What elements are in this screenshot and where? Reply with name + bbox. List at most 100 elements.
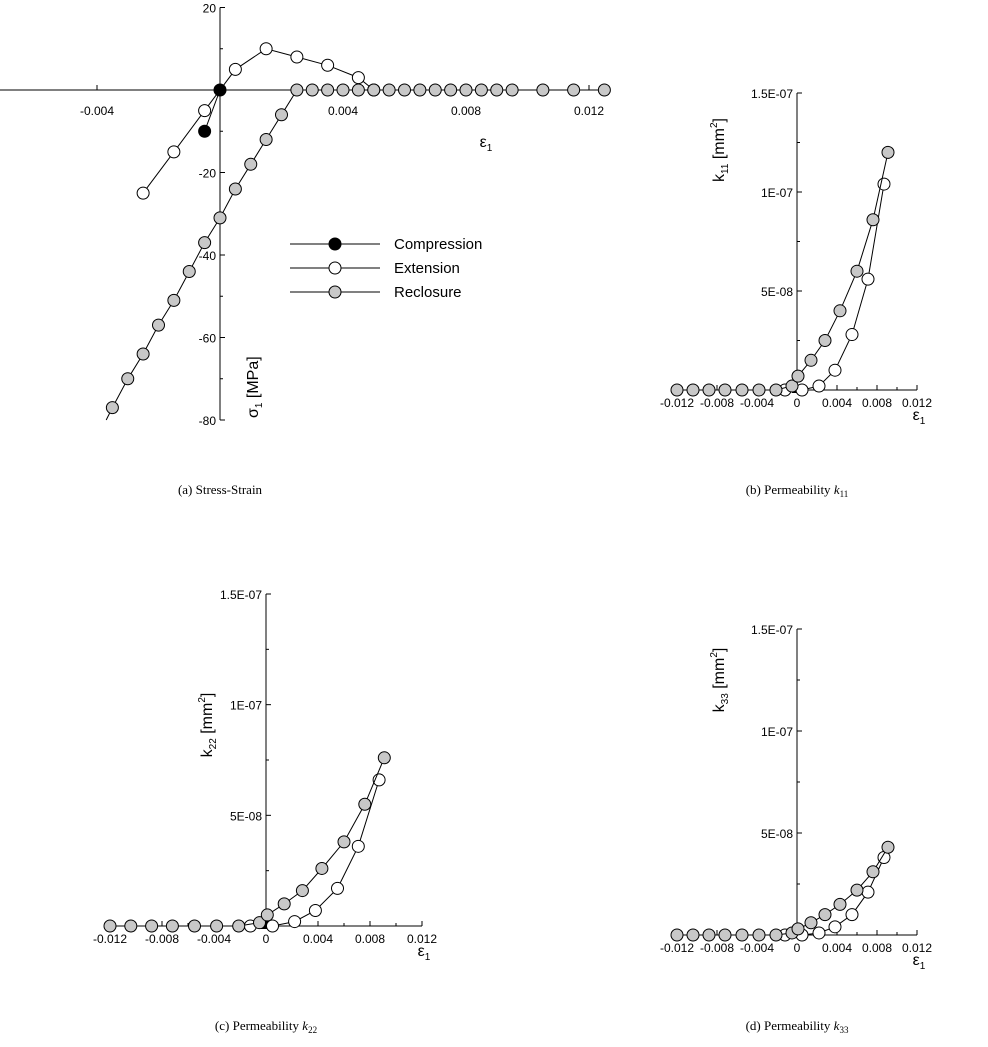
data-point (351, 71, 365, 85)
caption-sub: 11 (840, 489, 849, 499)
series-reclosure (103, 751, 391, 933)
data-point (308, 904, 322, 918)
x-axis-label: ε1 (913, 407, 926, 427)
data-point (812, 926, 826, 940)
y-axis-label-sub: 22 (208, 738, 219, 750)
data-point (861, 885, 875, 899)
y-axis-label-main: k (199, 748, 216, 757)
y-tick-label: 1.5E-07 (751, 87, 793, 101)
data-point (305, 83, 319, 97)
x-axis-label-main: ε (913, 407, 920, 424)
caption-var: k (834, 482, 840, 497)
x-tick-label: 0.008 (862, 396, 892, 410)
data-point (261, 921, 271, 929)
data-point (105, 401, 119, 415)
data-point (818, 334, 832, 347)
data-point (505, 83, 519, 97)
y-axis-label: σ1 [MPa] (245, 356, 265, 418)
y-tick-label: 1.5E-07 (751, 623, 793, 637)
data-point (228, 182, 242, 196)
y-axis-label-end: ] (711, 118, 728, 122)
data-point (290, 50, 304, 64)
x-axis-label: ε1 (480, 134, 493, 154)
data-point (260, 908, 274, 922)
y-axis-label-unit: [mm (199, 703, 216, 739)
data-point (331, 881, 344, 895)
y-axis-label: k11 [mm2] (709, 118, 731, 182)
y-axis-label-end: ] (199, 693, 216, 697)
data-point (315, 861, 329, 875)
data-point (702, 383, 716, 397)
legend-label: Compression (394, 236, 482, 253)
data-point (785, 379, 799, 393)
data-point (198, 236, 212, 250)
data-point (850, 264, 864, 278)
data-point (182, 265, 196, 278)
series-reclosure (105, 83, 611, 421)
chart-b: -0.012 -0.008 -0.004 0 0.004 0.008 0.012 1.5E-0… (660, 87, 932, 499)
y-axis-label-main: σ (245, 408, 262, 418)
x-tick-label: -0.008 (700, 396, 734, 410)
data-point (818, 908, 832, 922)
data-point (413, 83, 427, 97)
legend-label: Reclosure (394, 284, 462, 301)
data-point (351, 839, 365, 853)
legend-marker (328, 285, 342, 299)
y-tick-label: -60 (199, 332, 217, 346)
y-axis-label-sub: 11 (720, 163, 731, 174)
y-axis-label-main: k (711, 703, 728, 712)
data-point (377, 751, 391, 765)
x-tick-label: -0.012 (660, 396, 694, 410)
y-axis-label-sub: 1 (254, 402, 265, 408)
data-point (382, 83, 396, 97)
data-point (718, 928, 732, 942)
data-point (812, 379, 826, 393)
y-axis-label-unit: [MPa] (245, 356, 262, 402)
data-point (124, 919, 138, 933)
data-point (686, 383, 700, 397)
series-reclosure (670, 145, 895, 397)
series-extension (136, 42, 381, 200)
x-tick-label: -0.008 (700, 941, 734, 955)
x-tick-label: 0.012 (902, 396, 932, 410)
data-point (351, 83, 365, 97)
y-axis-label: k22 [mm2] (197, 693, 219, 758)
caption-sub: 33 (839, 1025, 849, 1035)
data-point (253, 916, 266, 930)
data-point (275, 108, 288, 122)
legend-marker (328, 237, 342, 251)
data-point (444, 83, 458, 97)
series-line (204, 89, 221, 132)
y-axis-label-sup: 2 (709, 652, 720, 658)
y-axis-label: k33 [mm2] (709, 648, 731, 713)
x-tick-label: -0.004 (80, 104, 114, 118)
x-tick-label: 0 (794, 396, 801, 410)
caption-text: (c) Permeability (215, 1018, 302, 1033)
data-point (845, 328, 859, 342)
caption: (a) Stress-Strain (178, 482, 263, 497)
x-tick-label: 0.008 (862, 941, 892, 955)
data-point (861, 272, 875, 286)
series-reclosure (670, 840, 895, 942)
y-tick-label: 1E-07 (230, 699, 262, 713)
caption-text: (b) Permeability (746, 482, 834, 497)
data-point (266, 919, 279, 933)
caption-var: k (834, 1018, 840, 1033)
caption: (b) Permeability k11 (746, 482, 849, 499)
data-point (718, 383, 732, 397)
x-tick-label: -0.008 (145, 932, 179, 946)
data-point (277, 897, 291, 911)
data-point (145, 919, 159, 933)
caption-text: (d) Permeability (746, 1018, 834, 1033)
y-tick-label: 1.5E-07 (220, 588, 262, 602)
data-point (321, 83, 335, 97)
legend: Compression Extension Reclosure (290, 236, 482, 301)
series-extension (778, 177, 891, 397)
x-tick-label: 0.004 (328, 104, 358, 118)
x-axis-label-sub: 1 (920, 416, 926, 427)
x-tick-label: -0.004 (197, 932, 231, 946)
x-tick-label: -0.012 (660, 941, 694, 955)
data-point (152, 318, 165, 332)
data-point (490, 83, 504, 97)
y-axis-label-sup: 2 (709, 122, 720, 128)
